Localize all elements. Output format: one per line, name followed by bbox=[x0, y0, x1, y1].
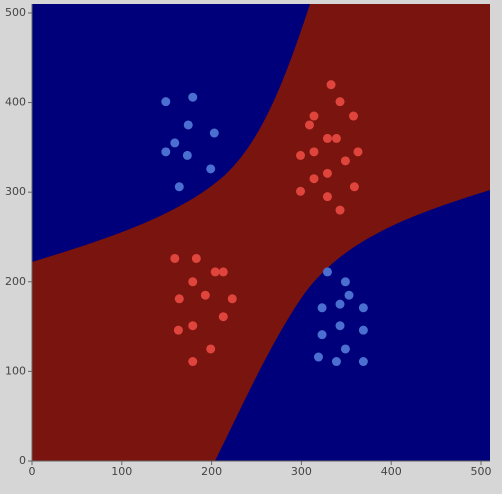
point bbox=[183, 120, 193, 130]
point bbox=[331, 357, 341, 367]
y-tick-label: 100 bbox=[5, 364, 26, 377]
x-tick-label: 500 bbox=[471, 465, 492, 478]
point bbox=[335, 205, 345, 215]
point bbox=[174, 182, 184, 192]
x-tick-label: 100 bbox=[111, 465, 132, 478]
point bbox=[309, 174, 319, 184]
point bbox=[322, 267, 332, 277]
point bbox=[304, 120, 314, 130]
point bbox=[317, 330, 327, 340]
point bbox=[170, 138, 180, 148]
point bbox=[358, 303, 368, 313]
point bbox=[218, 267, 228, 277]
point bbox=[348, 111, 358, 121]
point bbox=[206, 164, 216, 174]
point bbox=[322, 192, 332, 202]
point bbox=[174, 294, 184, 304]
point bbox=[188, 92, 198, 102]
point bbox=[340, 156, 350, 166]
blue-region bbox=[215, 190, 490, 461]
point bbox=[358, 357, 368, 367]
x-tick-label: 300 bbox=[291, 465, 312, 478]
point bbox=[340, 277, 350, 287]
point bbox=[218, 312, 228, 322]
point bbox=[317, 303, 327, 313]
point bbox=[309, 111, 319, 121]
point bbox=[326, 80, 336, 90]
point bbox=[322, 133, 332, 143]
point bbox=[161, 97, 171, 107]
point bbox=[331, 133, 341, 143]
point bbox=[309, 147, 319, 157]
point bbox=[353, 147, 363, 157]
x-tick-label: 400 bbox=[381, 465, 402, 478]
point bbox=[209, 128, 219, 138]
point bbox=[296, 150, 306, 160]
x-tick-label: 200 bbox=[201, 465, 222, 478]
point bbox=[191, 253, 201, 263]
point bbox=[227, 294, 237, 304]
point bbox=[340, 344, 350, 354]
point bbox=[335, 97, 345, 107]
point bbox=[335, 321, 345, 331]
point bbox=[335, 299, 345, 309]
y-tick-label: 300 bbox=[5, 185, 26, 198]
y-tick-label: 200 bbox=[5, 275, 26, 288]
point bbox=[349, 182, 359, 192]
point bbox=[188, 357, 198, 367]
point bbox=[170, 253, 180, 263]
point bbox=[188, 277, 198, 287]
point bbox=[188, 321, 198, 331]
point bbox=[161, 147, 171, 157]
x-tick-label: 0 bbox=[29, 465, 36, 478]
point bbox=[173, 325, 183, 335]
y-tick-label: 0 bbox=[19, 454, 26, 467]
point bbox=[182, 150, 192, 160]
blue-region bbox=[32, 4, 310, 262]
point bbox=[322, 168, 332, 178]
point bbox=[344, 290, 354, 300]
y-tick-label: 500 bbox=[5, 6, 26, 19]
point bbox=[296, 186, 306, 196]
point bbox=[210, 267, 220, 277]
y-tick-label: 400 bbox=[5, 96, 26, 109]
point bbox=[313, 352, 323, 362]
point bbox=[200, 290, 210, 300]
point bbox=[358, 325, 368, 335]
point bbox=[206, 344, 216, 354]
